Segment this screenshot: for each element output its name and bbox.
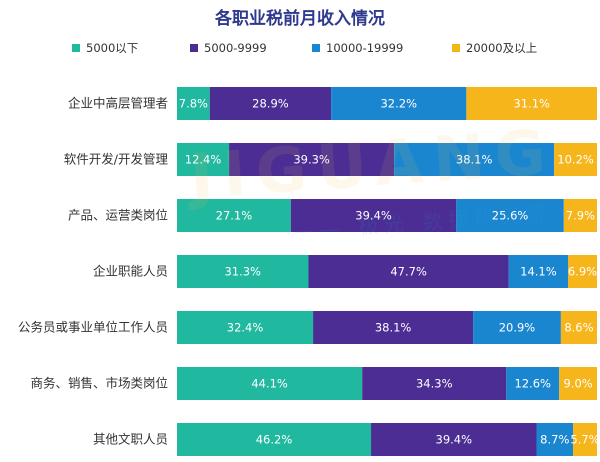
legend-swatch bbox=[72, 44, 80, 52]
bar-segment bbox=[563, 199, 597, 232]
data-label: 8.7% bbox=[540, 433, 569, 447]
legend-label: 20000及以上 bbox=[466, 41, 537, 55]
bar-segment bbox=[177, 311, 314, 344]
category-labels: 企业中高层管理者软件开发/开发管理产品、运营类岗位企业职能人员公务员或事业单位工… bbox=[18, 96, 169, 447]
category-label: 商务、销售、市场类岗位 bbox=[30, 376, 168, 391]
data-label: 12.6% bbox=[514, 377, 551, 391]
bar-segment bbox=[177, 423, 372, 456]
data-label: 39.4% bbox=[355, 209, 392, 223]
data-label: 32.2% bbox=[380, 97, 417, 111]
bar-segment bbox=[177, 255, 309, 288]
bar-segment bbox=[554, 143, 597, 176]
category-label: 软件开发/开发管理 bbox=[64, 152, 169, 167]
bar-segment bbox=[313, 311, 474, 344]
data-label: 31.1% bbox=[513, 97, 550, 111]
data-label: 34.3% bbox=[416, 377, 453, 391]
bar-segment bbox=[229, 143, 395, 176]
bar-segment bbox=[473, 311, 561, 344]
data-label: 39.4% bbox=[436, 433, 473, 447]
data-label: 8.6% bbox=[564, 321, 593, 335]
data-label: 9.0% bbox=[563, 377, 592, 391]
legend-swatch bbox=[190, 44, 198, 52]
chart-title: 各职业税前月收入情况 bbox=[214, 8, 385, 29]
data-label: 47.7% bbox=[390, 265, 427, 279]
bar-segment bbox=[568, 255, 597, 288]
bar-segment bbox=[394, 143, 555, 176]
bar-segment bbox=[466, 87, 597, 120]
legend-label: 5000以下 bbox=[86, 41, 138, 55]
bar-segment bbox=[506, 367, 560, 400]
data-label: 38.1% bbox=[375, 321, 412, 335]
watermark-text: JIGUANG bbox=[183, 115, 557, 214]
legend-swatch bbox=[312, 44, 320, 52]
legend-label: 5000-9999 bbox=[204, 41, 267, 55]
bar-segment bbox=[536, 423, 574, 456]
bar-segment bbox=[362, 367, 507, 400]
data-label: 32.4% bbox=[227, 321, 264, 335]
category-label: 产品、运营类岗位 bbox=[68, 208, 168, 223]
bar-segment bbox=[290, 199, 457, 232]
data-label: 5.7% bbox=[570, 433, 599, 447]
bar-segment bbox=[371, 423, 537, 456]
bar-segment bbox=[573, 423, 597, 456]
data-label: 14.1% bbox=[520, 265, 557, 279]
data-label: 7.9% bbox=[566, 209, 595, 223]
bar-segment bbox=[456, 199, 564, 232]
data-label: 28.9% bbox=[252, 97, 289, 111]
bar-segment bbox=[177, 143, 230, 176]
category-label: 企业职能人员 bbox=[93, 264, 168, 279]
bar-segment bbox=[560, 311, 597, 344]
bar-segment bbox=[177, 87, 210, 120]
bar-segment bbox=[331, 87, 467, 120]
data-label: 44.1% bbox=[251, 377, 288, 391]
bar-segment bbox=[209, 87, 332, 120]
bar-segment bbox=[508, 255, 569, 288]
data-label: 10.2% bbox=[557, 153, 594, 167]
data-label: 7.8% bbox=[179, 97, 208, 111]
category-label: 公务员或事业单位工作人员 bbox=[18, 320, 168, 335]
data-label: 31.3% bbox=[224, 265, 261, 279]
data-label: 12.4% bbox=[185, 153, 222, 167]
legend: 5000以下 5000-9999 10000-19999 20000及以上 bbox=[72, 41, 537, 55]
legend-label: 10000-19999 bbox=[326, 41, 403, 55]
bar-segment bbox=[559, 367, 597, 400]
data-label: 39.3% bbox=[293, 153, 330, 167]
bar-segment bbox=[308, 255, 509, 288]
category-label: 企业中高层管理者 bbox=[68, 96, 168, 111]
data-label: 27.1% bbox=[216, 209, 253, 223]
bars: 7.8% 28.9% 32.2% 31.1% 12.4% 39.3% 38.1% 10.2% 2… bbox=[177, 87, 600, 456]
bar-segment bbox=[177, 367, 363, 400]
bar-segment bbox=[177, 199, 291, 232]
legend-swatch bbox=[452, 44, 460, 52]
data-label: 6.9% bbox=[568, 265, 597, 279]
data-label: 46.2% bbox=[256, 433, 293, 447]
data-label: 38.1% bbox=[456, 153, 493, 167]
category-label: 其他文职人员 bbox=[93, 432, 168, 447]
data-label: 25.6% bbox=[492, 209, 529, 223]
data-label: 20.9% bbox=[499, 321, 536, 335]
